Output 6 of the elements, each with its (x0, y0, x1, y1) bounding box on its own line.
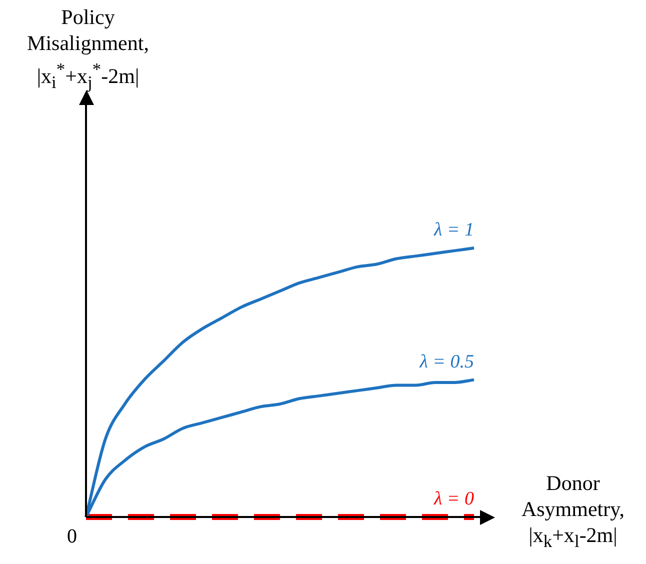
text: 0 (67, 525, 77, 548)
series-label: λ = 0.5 (418, 351, 474, 372)
x-axis-title: Donor Asymmetry, |x$_{k}$+x$_{l}$-2m| (520, 470, 626, 554)
series-label: λ = 1 (432, 220, 474, 240)
text: Policy Misalignment, |x$_{i}$$^{*}$+x$_{j}$$^{*}$-2m| (27, 5, 149, 92)
series-label: λ = 0 (432, 488, 474, 510)
